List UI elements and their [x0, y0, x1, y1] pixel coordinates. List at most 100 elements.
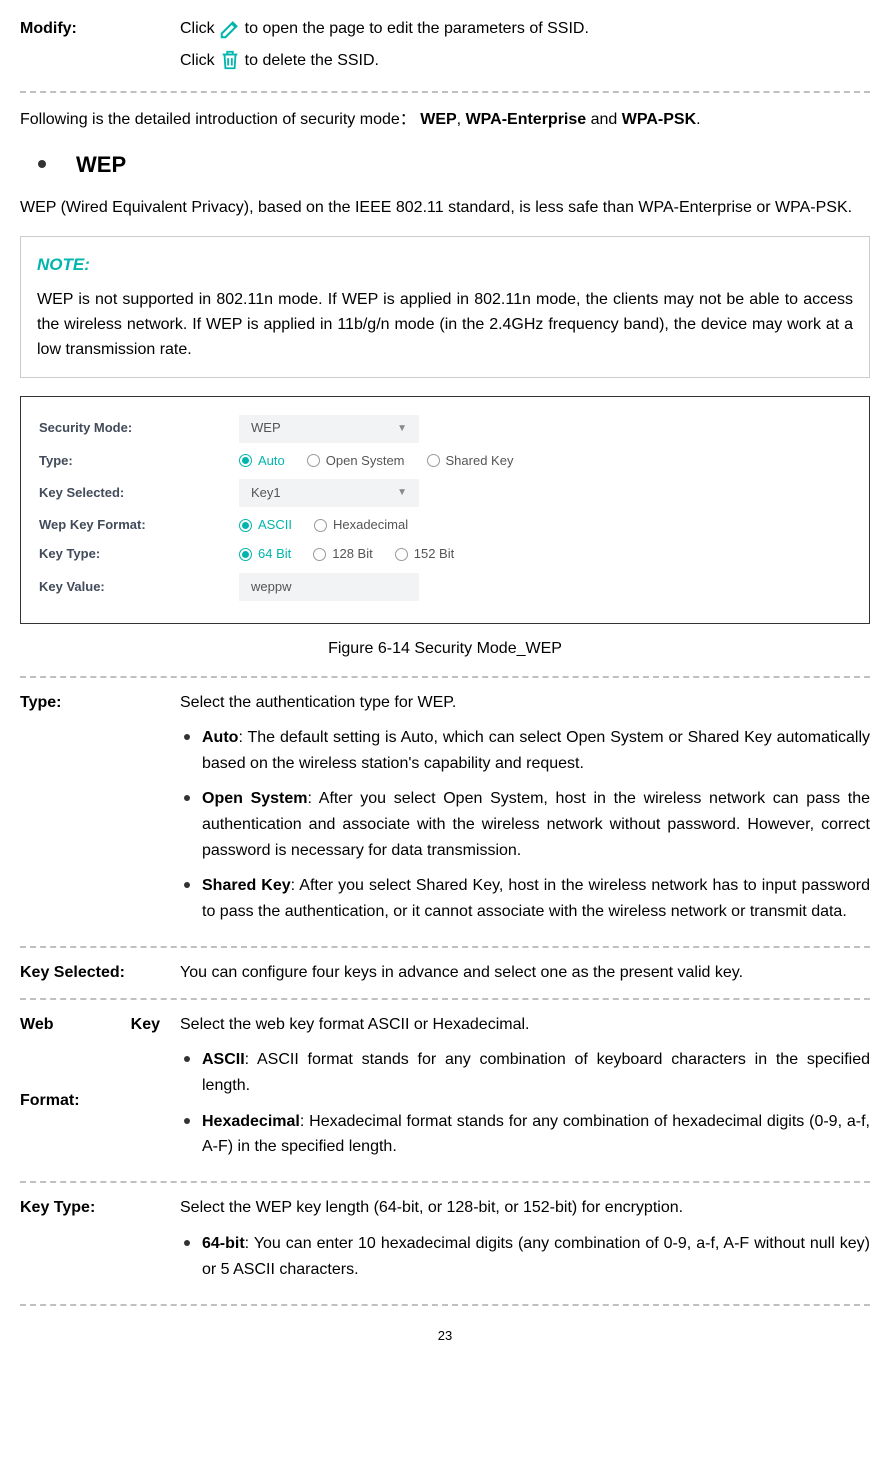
def-web-key-format-content: Select the web key format ASCII or Hexad…: [180, 1012, 870, 1170]
modify-label: Modify:: [20, 16, 180, 79]
chevron-down-icon: ▼: [397, 421, 407, 437]
li-open: Open System: After you select Open Syste…: [184, 786, 870, 863]
security-mode-value: WEP: [251, 418, 281, 439]
separator: [20, 676, 870, 678]
radio-format-ascii[interactable]: ASCII: [239, 515, 292, 536]
row-key-value: Key Value: weppw: [39, 573, 851, 601]
li-kt64-lead: 64-bit: [202, 1235, 245, 1252]
def-type-label: Type:: [20, 690, 180, 935]
row-type: Type: Auto Open System Shared Key: [39, 451, 851, 472]
def-type-list: Auto: The default setting is Auto, which…: [184, 725, 870, 924]
radio-icon: [395, 548, 408, 561]
radio-type-auto-label: Auto: [258, 451, 285, 472]
def-type: Type: Select the authentication type for…: [20, 684, 870, 941]
key-format-label-panel: Wep Key Format:: [39, 515, 239, 536]
li-hex-lead: Hexadecimal: [202, 1113, 300, 1130]
wep-paragraph: WEP (Wired Equivalent Privacy), based on…: [20, 192, 870, 224]
li-auto: Auto: The default setting is Auto, which…: [184, 725, 870, 776]
li-kt64: 64-bit: You can enter 10 hexadecimal dig…: [184, 1231, 870, 1282]
trash-icon: [219, 49, 241, 71]
type-label-panel: Type:: [39, 451, 239, 472]
li-open-lead: Open System: [202, 790, 308, 807]
modify-content: Click to open the page to edit the param…: [180, 16, 870, 79]
li-shared-lead: Shared Key: [202, 877, 291, 894]
modify-delete-text: to delete the SSID.: [245, 48, 379, 74]
click-prefix-1: Click: [180, 16, 215, 42]
note-title: NOTE:: [37, 251, 853, 278]
modify-edit-text: to open the page to edit the parameters …: [245, 16, 589, 42]
radio-kt-64[interactable]: 64 Bit: [239, 544, 291, 565]
intro-wpa-psk: WPA-PSK: [622, 111, 696, 128]
radio-icon: [239, 548, 252, 561]
key-selected-label-panel: Key Selected:: [39, 483, 239, 504]
radio-kt-152[interactable]: 152 Bit: [395, 544, 454, 565]
li-shared: Shared Key: After you select Shared Key,…: [184, 873, 870, 924]
def-key-type-label: Key Type:: [20, 1195, 180, 1292]
type-radio-group: Auto Open System Shared Key: [239, 451, 513, 472]
radio-type-shared-label: Shared Key: [446, 451, 514, 472]
intro-and: and: [586, 111, 622, 128]
radio-format-hex-label: Hexadecimal: [333, 515, 408, 536]
def-key-type-content: Select the WEP key length (64-bit, or 12…: [180, 1195, 870, 1292]
click-prefix-2: Click: [180, 48, 215, 74]
modify-delete-line: Click to delete the SSID.: [180, 48, 870, 74]
wep-heading: WEP: [20, 147, 870, 182]
intro-prefix: Following is the detailed introduction o…: [20, 111, 416, 128]
li-hex: Hexadecimal: Hexadecimal format stands f…: [184, 1109, 870, 1160]
row-key-selected: Key Selected: Key1 ▼: [39, 479, 851, 507]
radio-type-open-label: Open System: [326, 451, 405, 472]
radio-icon: [313, 548, 326, 561]
radio-icon: [307, 454, 320, 467]
modify-row: Modify: Click to open the page to edit t…: [20, 10, 870, 85]
radio-icon: [314, 519, 327, 532]
def-type-intro: Select the authentication type for WEP.: [180, 690, 870, 716]
li-hex-text: : Hexadecimal format stands for any comb…: [202, 1113, 870, 1156]
separator: [20, 1181, 870, 1183]
key-value-input[interactable]: weppw: [239, 573, 419, 601]
def-key-selected-label: Key Selected:: [20, 960, 180, 986]
def-key-selected-text: You can configure four keys in advance a…: [180, 960, 870, 986]
radio-format-hex[interactable]: Hexadecimal: [314, 515, 408, 536]
li-auto-lead: Auto: [202, 729, 238, 746]
def-web-key-format: WebKey Select the web key format ASCII o…: [20, 1006, 870, 1176]
separator: [20, 946, 870, 948]
chevron-down-icon: ▼: [397, 485, 407, 501]
wkf-word-key: Key: [131, 1012, 160, 1170]
separator: [20, 91, 870, 93]
modify-edit-line: Click to open the page to edit the param…: [180, 16, 870, 42]
def-key-selected: Key Selected: You can configure four key…: [20, 954, 870, 992]
li-auto-text: : The default setting is Auto, which can…: [202, 729, 870, 772]
radio-icon: [239, 519, 252, 532]
figure-caption: Figure 6-14 Security Mode_WEP: [20, 636, 870, 662]
radio-icon: [427, 454, 440, 467]
key-value-text: weppw: [251, 577, 291, 598]
separator: [20, 1304, 870, 1306]
intro-wpa-ent: WPA-Enterprise: [466, 111, 587, 128]
intro-sentence: Following is the detailed introduction o…: [20, 107, 870, 133]
separator: [20, 998, 870, 1000]
row-security-mode: Security Mode: WEP ▼: [39, 415, 851, 443]
def-web-key-format-intro: Select the web key format ASCII or Hexad…: [180, 1012, 870, 1038]
radio-type-shared[interactable]: Shared Key: [427, 451, 514, 472]
def-key-type: Key Type: Select the WEP key length (64-…: [20, 1189, 870, 1298]
security-mode-select[interactable]: WEP ▼: [239, 415, 419, 443]
note-box: NOTE: WEP is not supported in 802.11n mo…: [20, 236, 870, 378]
radio-format-ascii-label: ASCII: [258, 515, 292, 536]
li-kt64-text: : You can enter 10 hexadecimal digits (a…: [202, 1235, 870, 1278]
def-type-content: Select the authentication type for WEP. …: [180, 690, 870, 935]
radio-kt-128[interactable]: 128 Bit: [313, 544, 372, 565]
wep-config-panel: Security Mode: WEP ▼ Type: Auto Open Sys…: [20, 396, 870, 624]
key-selected-select[interactable]: Key1 ▼: [239, 479, 419, 507]
row-key-type: Key Type: 64 Bit 128 Bit 152 Bit: [39, 544, 851, 565]
edit-icon: [219, 18, 241, 40]
row-key-format: Wep Key Format: ASCII Hexadecimal: [39, 515, 851, 536]
note-body: WEP is not supported in 802.11n mode. If…: [37, 288, 853, 362]
def-web-key-format-list: ASCII: ASCII format stands for any combi…: [184, 1047, 870, 1159]
def-key-type-list: 64-bit: You can enter 10 hexadecimal dig…: [184, 1231, 870, 1282]
radio-type-auto[interactable]: Auto: [239, 451, 285, 472]
key-type-radio-group: 64 Bit 128 Bit 152 Bit: [239, 544, 454, 565]
key-type-label-panel: Key Type:: [39, 544, 239, 565]
bullet-dot: [38, 160, 46, 168]
radio-type-open[interactable]: Open System: [307, 451, 405, 472]
radio-kt-152-label: 152 Bit: [414, 544, 454, 565]
